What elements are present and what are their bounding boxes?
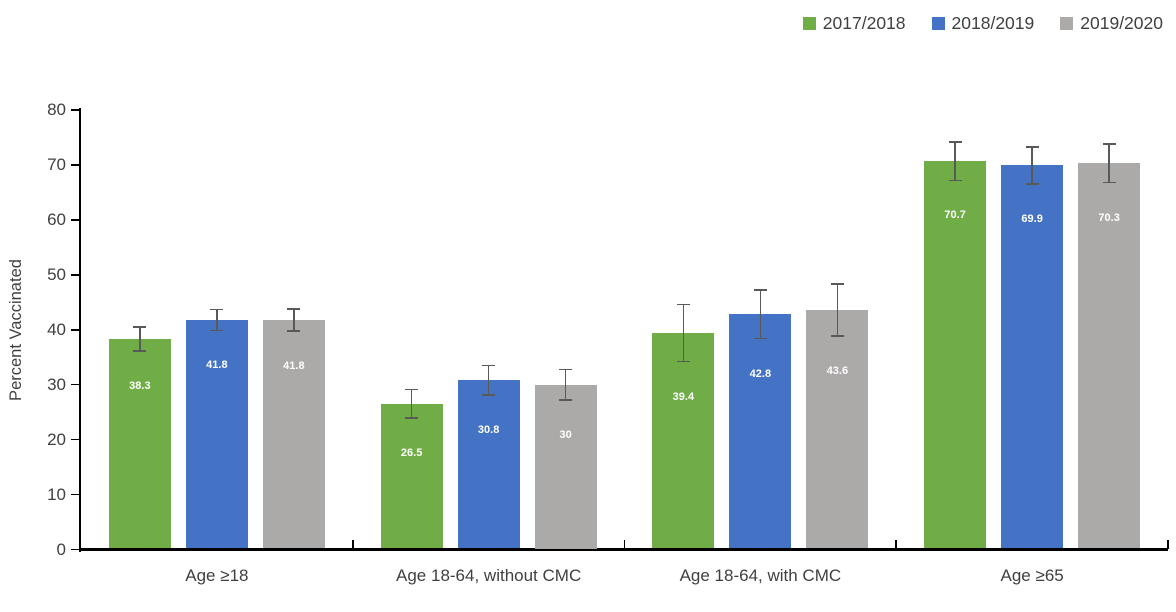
error-bar-cap-bottom <box>830 335 844 337</box>
bar-value-label: 41.8 <box>206 359 228 372</box>
y-tick-label: 60 <box>47 209 66 229</box>
y-tick-label: 10 <box>47 484 66 504</box>
legend-item: 2018/2019 <box>931 13 1035 34</box>
bar-value-label: 42.8 <box>749 367 772 380</box>
x-category-label: Age ≥65 <box>1000 566 1064 585</box>
error-bar-stem <box>759 290 762 339</box>
error-bar-cap-bottom <box>405 417 419 419</box>
category-boundary-tick <box>351 539 354 549</box>
bar <box>652 333 715 549</box>
y-axis-tick <box>71 109 79 111</box>
error-bar-stem <box>954 141 956 181</box>
bar-value-label: 43.6 <box>826 364 849 377</box>
category-boundary-tick <box>895 539 898 549</box>
error-bar-cap-top <box>210 308 224 311</box>
bar <box>729 314 792 549</box>
y-axis-tick <box>71 438 79 441</box>
error-bar-cap-bottom <box>210 329 224 332</box>
legend-swatch-icon <box>802 17 816 30</box>
legend-item: 2019/2020 <box>1060 13 1163 34</box>
y-tick-label: 80 <box>47 100 66 119</box>
error-bar-cap-top <box>559 368 573 371</box>
bar-value-label: 41.8 <box>283 359 305 372</box>
x-category-label: Age 18-64, without CMC <box>396 566 582 585</box>
y-tick-label: 30 <box>47 374 66 394</box>
legend-label: 2018/2019 <box>951 13 1035 33</box>
error-bar-cap-bottom <box>1025 183 1039 185</box>
x-category-label: Age ≥18 <box>185 566 249 585</box>
error-bar-stem <box>410 389 413 419</box>
error-bar-cap-top <box>830 283 844 285</box>
error-bar-stem <box>487 365 490 396</box>
y-axis-tick <box>71 493 79 496</box>
bar <box>1078 163 1141 549</box>
y-tick-label: 40 <box>47 319 66 339</box>
error-bar-stem <box>1031 146 1033 185</box>
error-bar-cap-top <box>753 289 767 291</box>
error-bar-cap-bottom <box>948 179 962 182</box>
error-bar-cap-bottom <box>559 399 573 401</box>
y-tick-label: 20 <box>47 429 66 449</box>
x-axis-line <box>79 548 1168 551</box>
bar-value-label: 38.3 <box>129 380 151 393</box>
bar-value-label: 30.8 <box>477 424 500 437</box>
bar <box>806 309 869 549</box>
y-tick-label: 0 <box>56 539 66 559</box>
error-bar-cap-top <box>287 308 301 310</box>
bar-value-label: 70.7 <box>944 209 966 222</box>
legend-item: 2017/2018 <box>802 13 906 34</box>
legend-swatch-icon <box>931 17 945 30</box>
error-bar-cap-top <box>948 141 962 143</box>
error-bar-cap-top <box>1025 146 1039 148</box>
y-axis-tick <box>71 164 79 166</box>
legend: 2017/2018 2018/2019 2019/2020 <box>802 13 1163 34</box>
error-bar-cap-top <box>405 388 419 391</box>
y-tick-label: 50 <box>47 264 66 284</box>
x-category-label: Age 18-64, with CMC <box>679 566 842 585</box>
y-tick-label: 70 <box>47 154 66 174</box>
y-axis-tick <box>71 548 79 551</box>
error-bar-stem <box>216 309 218 331</box>
legend-label: 2019/2020 <box>1080 13 1163 33</box>
error-bar-cap-bottom <box>676 360 690 363</box>
error-bar-stem <box>836 284 839 336</box>
bar-value-label: 70.3 <box>1098 211 1120 224</box>
error-bar-stem <box>293 308 295 331</box>
error-bar-stem <box>139 327 141 352</box>
category-boundary-tick <box>1167 539 1169 549</box>
bar-value-label: 39.4 <box>672 390 695 403</box>
legend-label: 2017/2018 <box>822 13 906 33</box>
error-bar-cap-top <box>1102 143 1116 145</box>
error-bar-cap-top <box>676 303 690 306</box>
error-bar-cap-bottom <box>1102 181 1116 184</box>
bar <box>380 403 443 549</box>
bar-value-label: 30 <box>559 429 572 442</box>
bar <box>924 161 987 549</box>
y-axis-tick <box>71 274 79 276</box>
legend-swatch-icon <box>1060 17 1074 30</box>
error-bar-stem <box>1108 144 1110 183</box>
error-bar-cap-bottom <box>133 350 147 352</box>
bar <box>1001 165 1064 549</box>
bar-value-label: 69.9 <box>1021 213 1043 226</box>
category-boundary-tick <box>623 539 626 549</box>
error-bar-cap-top <box>482 364 496 367</box>
y-axis-tick <box>71 219 79 221</box>
error-bar-cap-bottom <box>287 330 301 332</box>
y-axis-tick <box>71 328 79 331</box>
bar <box>108 339 171 549</box>
bar <box>262 319 325 549</box>
bar <box>457 380 520 549</box>
error-bar-cap-bottom <box>753 337 767 340</box>
error-bar-cap-bottom <box>482 394 496 396</box>
error-bar-stem <box>564 369 567 401</box>
bar <box>185 319 248 549</box>
error-bar-cap-top <box>133 326 147 328</box>
error-bar-stem <box>682 304 685 362</box>
bar <box>534 384 597 549</box>
y-axis-tick <box>71 383 79 386</box>
bar-value-label: 26.5 <box>400 447 423 460</box>
y-axis-line <box>79 108 81 552</box>
